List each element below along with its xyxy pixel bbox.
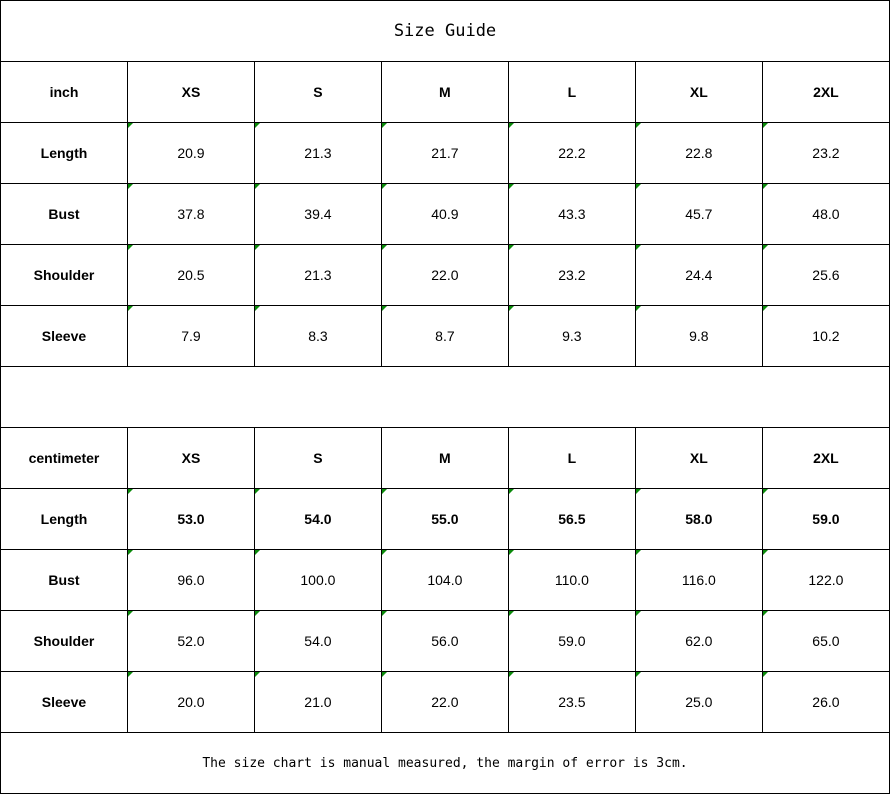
measurement-cell: 23.2 [507,244,636,306]
cm-header-row: centimeter XS S M L XL 2XL [0,427,890,489]
note-row: The size chart is manual measured, the m… [0,732,890,794]
measurement-cell: 23.2 [761,122,890,184]
measurement-cell: 26.0 [761,671,890,733]
measurement-cell: 23.5 [507,671,636,733]
measurement-cell: 54.0 [253,610,382,672]
table-row: Bust 96.0 100.0 104.0 110.0 116.0 122.0 [0,549,890,611]
table-row: Sleeve 20.0 21.0 22.0 23.5 25.0 26.0 [0,671,890,733]
measurement-cell: 43.3 [507,183,636,245]
table-row: Length 20.9 21.3 21.7 22.2 22.8 23.2 [0,122,890,184]
measurement-cell: 22.0 [380,671,509,733]
size-header: XL [634,427,763,489]
table-row: Bust 37.8 39.4 40.9 43.3 45.7 48.0 [0,183,890,245]
row-label: Length [0,488,128,550]
measurement-cell: 25.6 [761,244,890,306]
measurement-cell: 65.0 [761,610,890,672]
size-header: S [253,61,382,123]
measurement-cell: 37.8 [126,183,255,245]
measurement-cell: 8.3 [253,305,382,367]
size-header: M [380,427,509,489]
row-label: Sleeve [0,305,128,367]
measurement-cell: 21.0 [253,671,382,733]
measurement-cell: 53.0 [126,488,255,550]
measurement-cell: 59.0 [761,488,890,550]
measurement-cell: 56.0 [380,610,509,672]
measurement-cell: 20.0 [126,671,255,733]
row-label: Shoulder [0,244,128,306]
measurement-cell: 20.5 [126,244,255,306]
measurement-cell: 62.0 [634,610,763,672]
size-header: XL [634,61,763,123]
inch-header-row: inch XS S M L XL 2XL [0,61,890,123]
row-label: Bust [0,183,128,245]
row-label: Shoulder [0,610,128,672]
measurement-cell: 96.0 [126,549,255,611]
measurement-cell: 56.5 [507,488,636,550]
measurement-cell: 110.0 [507,549,636,611]
unit-label: inch [0,61,128,123]
size-header: 2XL [761,61,890,123]
measurement-cell: 116.0 [634,549,763,611]
measurement-cell: 21.3 [253,122,382,184]
unit-label: centimeter [0,427,128,489]
measurement-cell: 21.7 [380,122,509,184]
measurement-cell: 59.0 [507,610,636,672]
measurement-cell: 9.8 [634,305,763,367]
measurement-cell: 54.0 [253,488,382,550]
size-header: XS [126,61,255,123]
measurement-cell: 7.9 [126,305,255,367]
size-header: M [380,61,509,123]
measurement-cell: 21.3 [253,244,382,306]
measurement-note: The size chart is manual measured, the m… [0,732,890,794]
table-row: Shoulder 20.5 21.3 22.0 23.2 24.4 25.6 [0,244,890,306]
measurement-cell: 25.0 [634,671,763,733]
spacer-row [0,366,890,428]
size-header: S [253,427,382,489]
table-row: Sleeve 7.9 8.3 8.7 9.3 9.8 10.2 [0,305,890,367]
row-label: Bust [0,549,128,611]
measurement-cell: 58.0 [634,488,763,550]
row-label: Length [0,122,128,184]
size-guide-title: Size Guide [0,0,890,62]
measurement-cell: 40.9 [380,183,509,245]
measurement-cell: 52.0 [126,610,255,672]
measurement-cell: 45.7 [634,183,763,245]
spacer-cell [0,366,890,428]
measurement-cell: 22.2 [507,122,636,184]
size-header: L [507,427,636,489]
measurement-cell: 122.0 [761,549,890,611]
measurement-cell: 104.0 [380,549,509,611]
row-label: Sleeve [0,671,128,733]
measurement-cell: 10.2 [761,305,890,367]
measurement-cell: 24.4 [634,244,763,306]
measurement-cell: 20.9 [126,122,255,184]
size-header: XS [126,427,255,489]
measurement-cell: 100.0 [253,549,382,611]
size-header: 2XL [761,427,890,489]
size-header: L [507,61,636,123]
table-row: Length 53.0 54.0 55.0 56.5 58.0 59.0 [0,488,890,550]
measurement-cell: 48.0 [761,183,890,245]
measurement-cell: 55.0 [380,488,509,550]
measurement-cell: 22.0 [380,244,509,306]
measurement-cell: 8.7 [380,305,509,367]
measurement-cell: 39.4 [253,183,382,245]
table-row: Shoulder 52.0 54.0 56.0 59.0 62.0 65.0 [0,610,890,672]
measurement-cell: 9.3 [507,305,636,367]
measurement-cell: 22.8 [634,122,763,184]
